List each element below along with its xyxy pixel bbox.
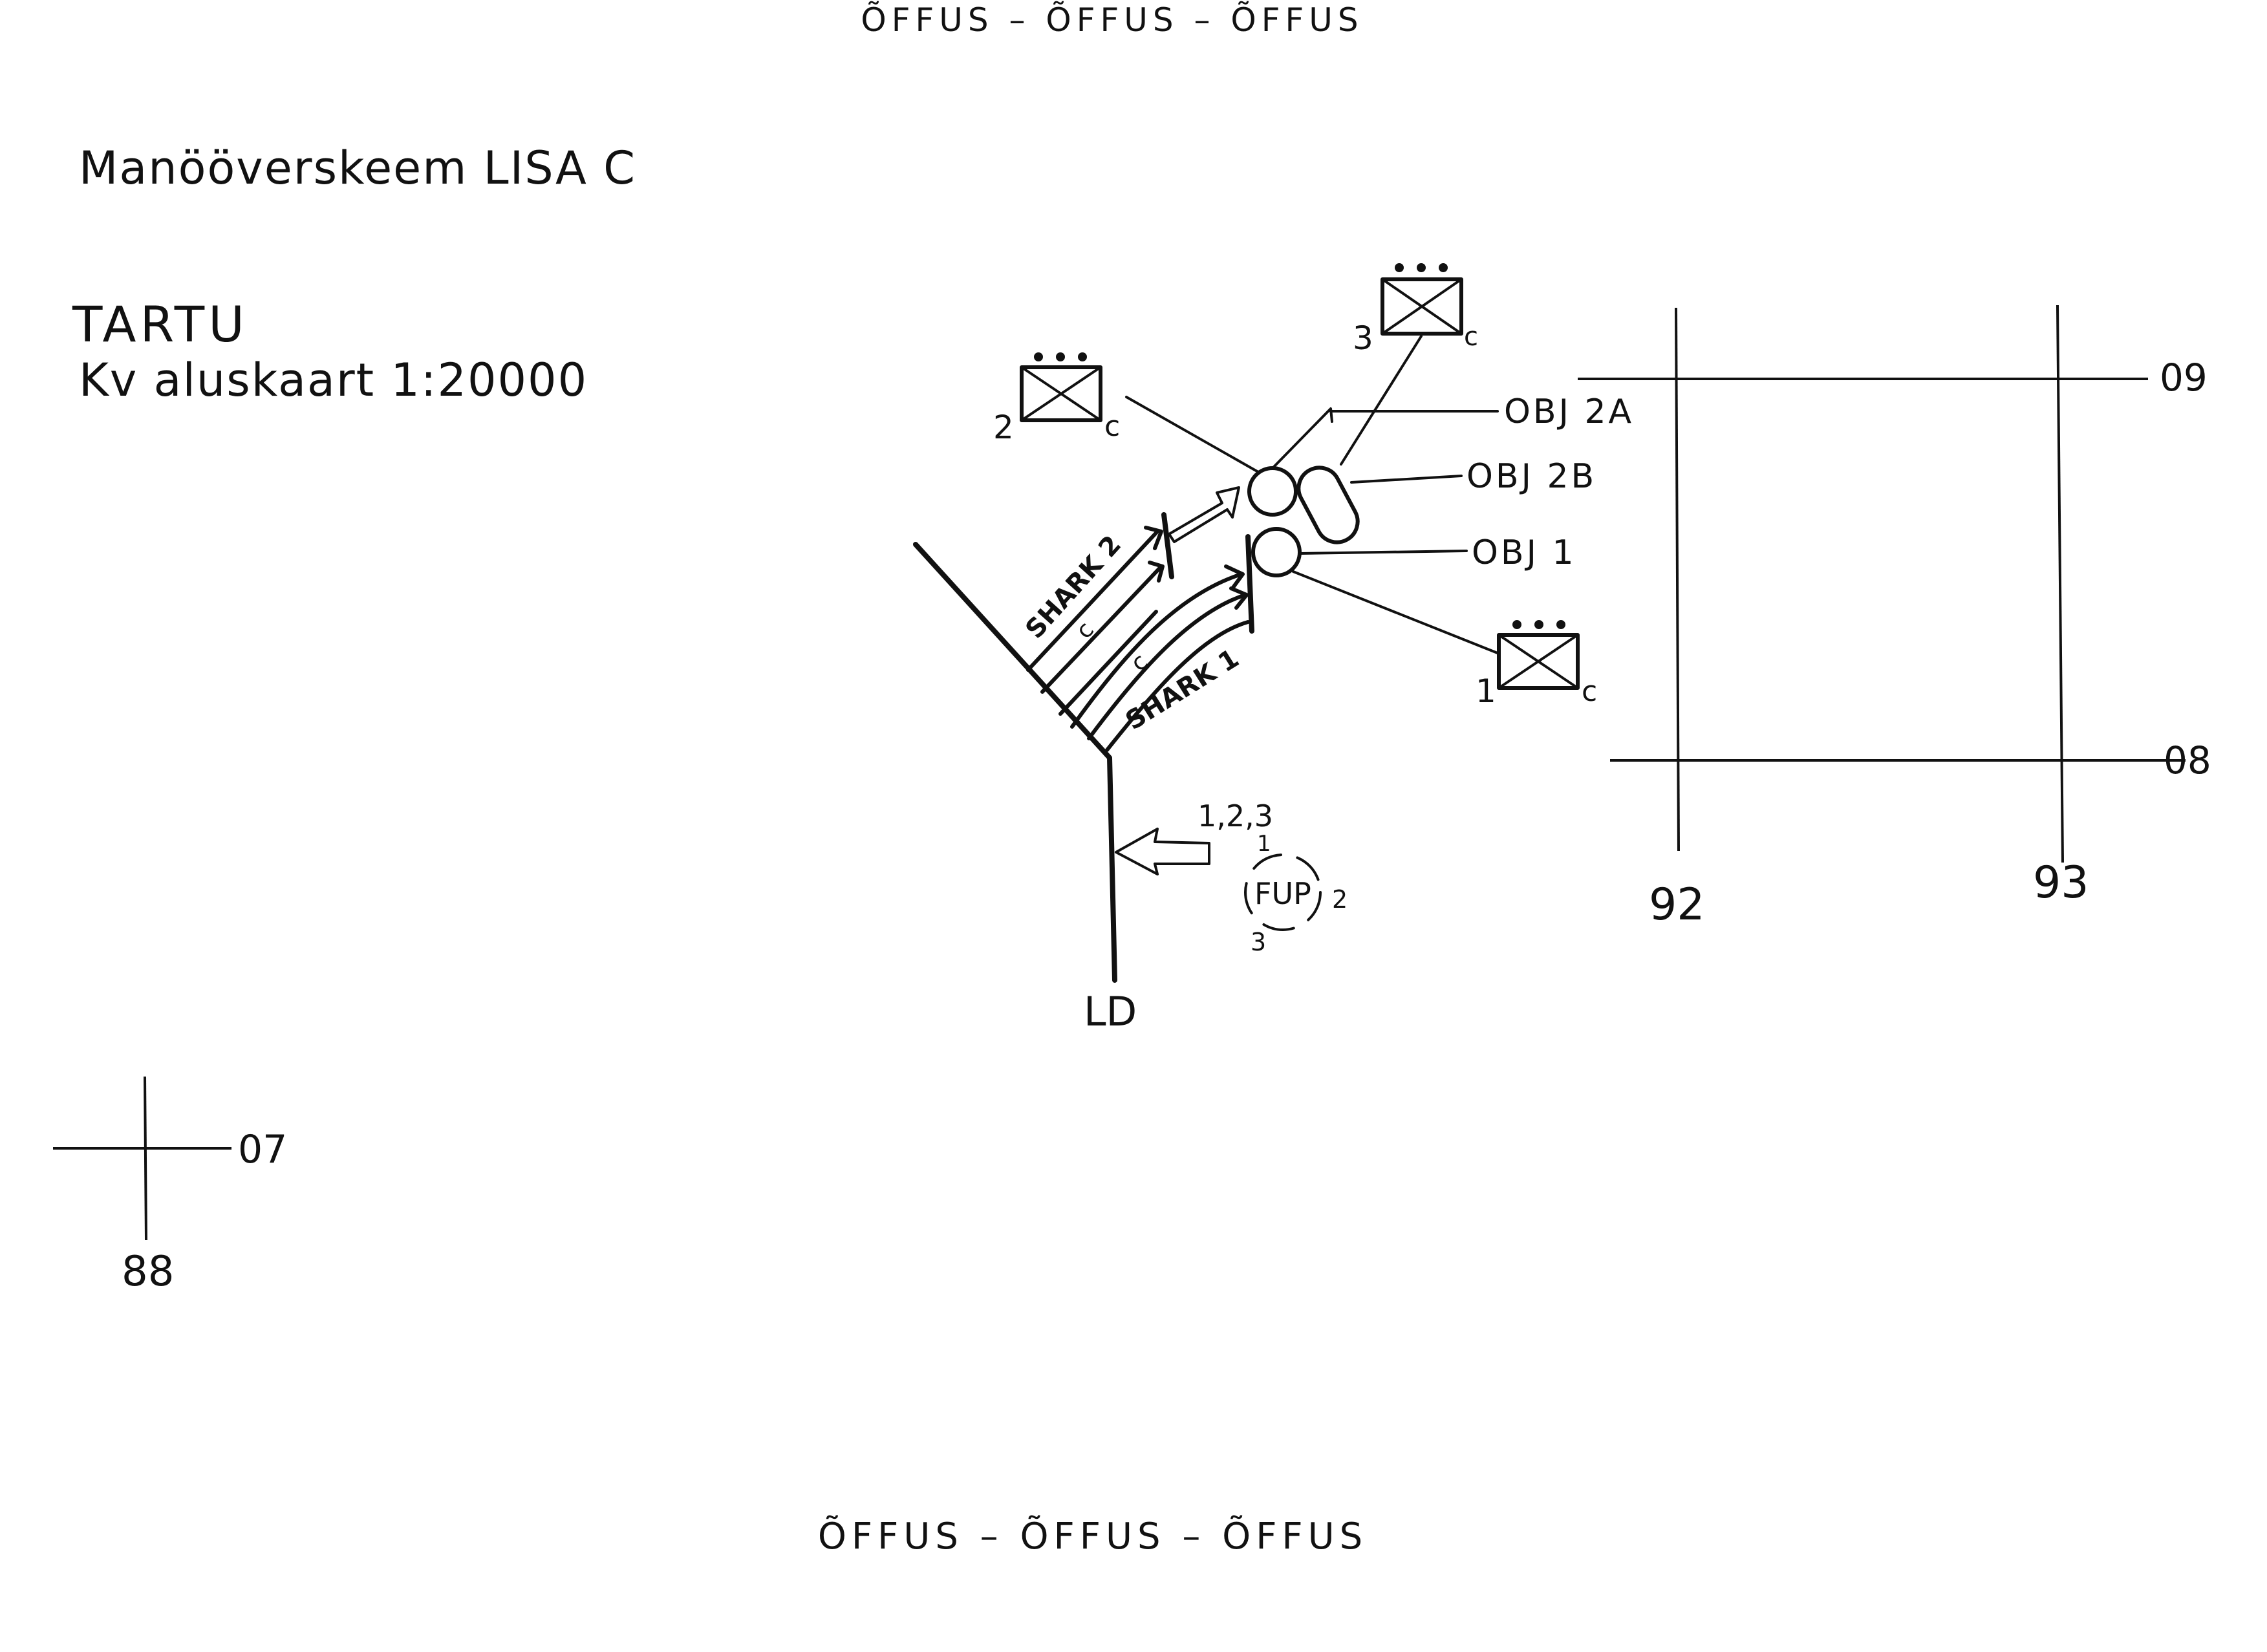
grid-label-north-07: 07 (238, 1127, 287, 1172)
ld-label: LD (1084, 988, 1137, 1035)
grid-label-east-92: 92 (1649, 879, 1705, 930)
unit-3-number: 3 (1353, 319, 1373, 357)
grid-square: 09 08 92 93 (1578, 305, 2211, 930)
infantry-company-symbol-icon (1381, 277, 1463, 336)
unit-1-link (1292, 570, 1499, 654)
unit-2-symbol: 2 c (993, 352, 1120, 446)
objective-oval-icon (1296, 466, 1360, 544)
unit-3-link (1340, 335, 1423, 466)
fup-symbol: FUP 1,2,3 1 2 3 (1198, 799, 1348, 956)
grid-label-north-08: 08 (2164, 738, 2211, 782)
objective-2a: OBJ 2A (1247, 392, 1634, 517)
objective-1: OBJ 1 (1251, 527, 1576, 577)
line-of-departure: LD (913, 542, 1137, 1035)
hollow-arrow-icon (1115, 828, 1210, 875)
fup-position-1: 1 (1257, 831, 1271, 857)
sketch-title: Manööverskeem LISA C (79, 142, 636, 195)
unit-2-number: 2 (993, 409, 1014, 446)
unit-3-symbol: 3 c (1353, 263, 1478, 357)
grid-label-east-93: 93 (2033, 857, 2089, 908)
fup-position-2: 2 (1332, 885, 1348, 914)
map-reference-label: Kv aluskaart 1:20000 (79, 354, 588, 407)
objective-circle-icon (1247, 466, 1298, 517)
infantry-company-symbol-icon (1020, 365, 1102, 422)
grid-label-east-88: 88 (122, 1248, 174, 1296)
fup-label: FUP (1254, 876, 1311, 911)
shark-2-unit: c (1071, 617, 1099, 644)
attack-arrow-icon (1168, 486, 1240, 543)
phase-line (1161, 512, 1174, 579)
grid-label-north-09: 09 (2160, 356, 2208, 400)
fup-units: 1,2,3 (1198, 799, 1273, 833)
infantry-company-symbol-icon (1497, 633, 1580, 690)
unit-1-symbol: 1 c (1476, 620, 1597, 710)
objective-2b: OBJ 2B (1296, 457, 1596, 544)
header-stamp: ÕFFUS – ÕFFUS – ÕFFUS (861, 1, 1363, 39)
location-label: TARTU (72, 295, 248, 353)
objective-circle-icon (1251, 527, 1302, 577)
unit-1-number: 1 (1476, 672, 1496, 710)
unit-2-suffix: c (1104, 410, 1120, 443)
unit-2-link (1125, 396, 1260, 473)
fup-position-3: 3 (1251, 928, 1266, 956)
grid-reference-small: 07 88 (53, 1076, 287, 1296)
obj-2b-label: OBJ 2B (1467, 457, 1596, 496)
phase-line-obj1 (1245, 534, 1254, 634)
obj-1-label: OBJ 1 (1472, 533, 1576, 572)
footer-stamp: ÕFFUS – ÕFFUS – ÕFFUS (818, 1516, 1368, 1558)
unit-3-suffix: c (1464, 322, 1478, 352)
obj-2a-label: OBJ 2A (1504, 392, 1634, 431)
unit-1-suffix: c (1582, 675, 1597, 708)
